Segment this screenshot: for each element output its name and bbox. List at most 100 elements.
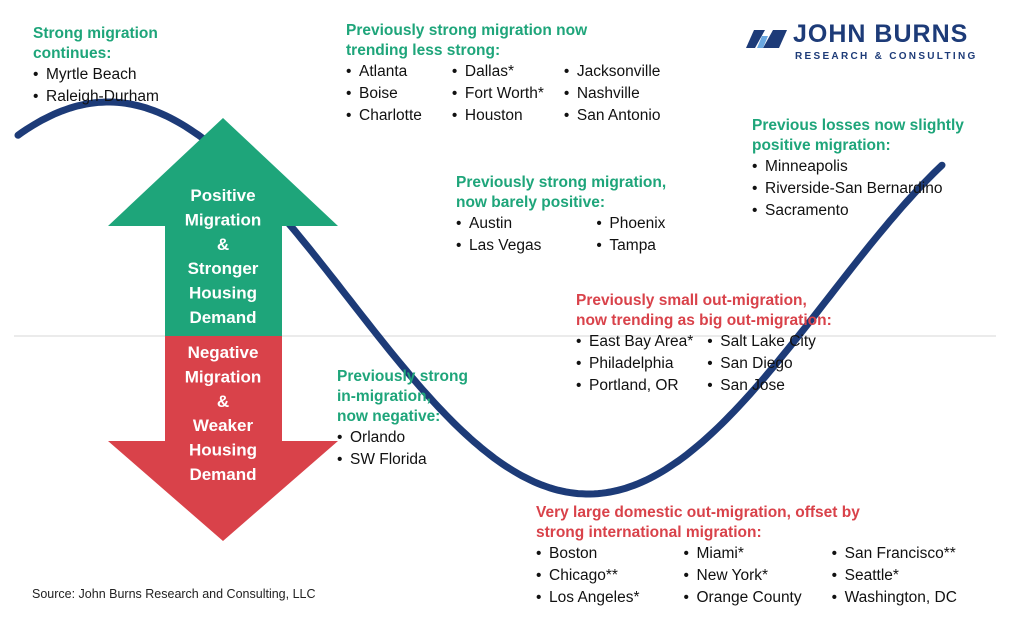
city-item: Atlanta (346, 61, 422, 83)
group-strong-continues: Strong migration continues: Myrtle BeachRa… (33, 24, 159, 108)
city-item: Chicago** (536, 565, 640, 587)
group-heading-line: in-migration, (337, 388, 431, 405)
group-heading: Previously small out-migration, now trend… (576, 291, 832, 331)
group-heading-line: Previously strong migration, (456, 174, 667, 191)
positive-arrow-line: Housing (189, 284, 257, 303)
city-column: Dallas*Fort Worth*Houston (452, 61, 544, 127)
city-item: Austin (456, 213, 541, 235)
city-list: OrlandoSW Florida (337, 427, 468, 471)
group-heading-line: now barely positive: (456, 194, 606, 211)
city-item: Boston (536, 543, 640, 565)
city-column: MinneapolisRiverside-San BernardinoSacra… (752, 156, 942, 222)
group-heading-line: Previous losses now slightly (752, 117, 964, 134)
source-note: Source: John Burns Research and Consulti… (32, 587, 316, 601)
positive-arrow-label: Positive Migration & Stronger Housing Demand (185, 186, 262, 327)
city-item: Orange County (684, 587, 802, 609)
positive-arrow-line: & (217, 235, 229, 254)
city-list: East Bay Area*PhiladelphiaPortland, ORSa… (576, 331, 832, 397)
city-list: BostonChicago**Los Angeles* Miami*New Yor… (536, 543, 957, 609)
negative-arrow (108, 336, 338, 541)
negative-arrow-line: Housing (189, 441, 257, 460)
group-slightly-positive: Previous losses now slightly positive mig… (752, 116, 964, 222)
positive-arrow-line: Demand (189, 308, 256, 327)
city-item: Nashville (564, 83, 661, 105)
city-list: Myrtle BeachRaleigh-Durham (33, 64, 159, 108)
group-heading-line: Previously strong migration now (346, 22, 588, 39)
positive-arrow-line: Migration (185, 210, 262, 229)
group-barely-positive: Previously strong migration, now barely p… (456, 173, 666, 257)
group-heading-line: now trending as big out-migration: (576, 312, 832, 329)
city-item: Seattle* (832, 565, 957, 587)
city-item: Portland, OR (576, 375, 693, 397)
city-column: BostonChicago**Los Angeles* (536, 543, 640, 609)
city-item: San Diego (707, 353, 816, 375)
logo-mark (746, 30, 787, 48)
group-heading: Previously strong in-migration, now negati… (337, 367, 468, 427)
city-item: Los Angeles* (536, 587, 640, 609)
positive-arrow (108, 118, 338, 336)
city-column: Myrtle BeachRaleigh-Durham (33, 64, 159, 108)
positive-arrow-line: Positive (190, 186, 255, 205)
group-heading: Strong migration continues: (33, 24, 159, 64)
logo-tagline: RESEARCH & CONSULTING (795, 51, 978, 62)
city-item: San Francisco** (832, 543, 957, 565)
city-column: AtlantaBoiseCharlotte (346, 61, 422, 127)
group-heading-line: now negative: (337, 408, 441, 425)
city-column: Salt Lake CitySan DiegoSan Jose (707, 331, 816, 397)
group-heading-line: Previously strong (337, 368, 468, 385)
city-item: New York* (684, 565, 802, 587)
group-heading-line: strong international migration: (536, 524, 762, 541)
city-item: Dallas* (452, 61, 544, 83)
city-list: AtlantaBoiseCharlotte Dallas*Fort Worth*H… (346, 61, 660, 127)
city-column: OrlandoSW Florida (337, 427, 427, 471)
city-column: AustinLas Vegas (456, 213, 541, 257)
group-less-strong: Previously strong migration now trending … (346, 21, 660, 127)
group-international-offset: Very large domestic out-migration, offse… (536, 503, 957, 609)
city-item: Washington, DC (832, 587, 957, 609)
group-now-negative: Previously strong in-migration, now negati… (337, 367, 468, 471)
group-big-out: Previously small out-migration, now trend… (576, 291, 832, 397)
negative-arrow-line: Migration (185, 367, 262, 386)
group-heading-line: trending less strong: (346, 42, 501, 59)
group-heading: Previously strong migration now trending … (346, 21, 660, 61)
group-heading: Previous losses now slightly positive mig… (752, 116, 964, 156)
city-item: Sacramento (752, 200, 942, 222)
group-heading-line: positive migration: (752, 137, 891, 154)
city-item: Salt Lake City (707, 331, 816, 353)
city-item: Tampa (596, 235, 665, 257)
group-heading-line: Previously small out-migration, (576, 292, 807, 309)
negative-arrow-line: Negative (188, 343, 259, 362)
city-column: Miami*New York*Orange County (684, 543, 802, 609)
city-item: Minneapolis (752, 156, 942, 178)
negative-arrow-line: & (217, 392, 229, 411)
city-column: PhoenixTampa (596, 213, 665, 257)
city-column: San Francisco**Seattle*Washington, DC (832, 543, 957, 609)
city-item: Boise (346, 83, 422, 105)
city-item: San Jose (707, 375, 816, 397)
city-item: Fort Worth* (452, 83, 544, 105)
city-column: JacksonvilleNashvilleSan Antonio (564, 61, 661, 127)
positive-arrow-line: Stronger (188, 259, 259, 278)
group-heading-line: continues: (33, 45, 112, 62)
negative-arrow-line: Demand (189, 465, 256, 484)
city-item: Philadelphia (576, 353, 693, 375)
city-item: San Antonio (564, 105, 661, 127)
group-heading: Previously strong migration, now barely p… (456, 173, 666, 213)
city-item: Houston (452, 105, 544, 127)
city-item: Phoenix (596, 213, 665, 235)
city-list: MinneapolisRiverside-San BernardinoSacra… (752, 156, 964, 222)
logo-name: JOHN BURNS (793, 20, 969, 48)
city-item: Charlotte (346, 105, 422, 127)
group-heading-line: Very large domestic out-migration, offse… (536, 504, 860, 521)
city-column: East Bay Area*PhiladelphiaPortland, OR (576, 331, 693, 397)
city-item: Myrtle Beach (33, 64, 159, 86)
group-heading-line: Strong migration (33, 25, 158, 42)
negative-arrow-line: Weaker (193, 416, 254, 435)
city-item: Riverside-San Bernardino (752, 178, 942, 200)
city-item: Raleigh-Durham (33, 86, 159, 108)
city-item: Jacksonville (564, 61, 661, 83)
city-item: East Bay Area* (576, 331, 693, 353)
city-item: SW Florida (337, 449, 427, 471)
group-heading: Very large domestic out-migration, offse… (536, 503, 957, 543)
